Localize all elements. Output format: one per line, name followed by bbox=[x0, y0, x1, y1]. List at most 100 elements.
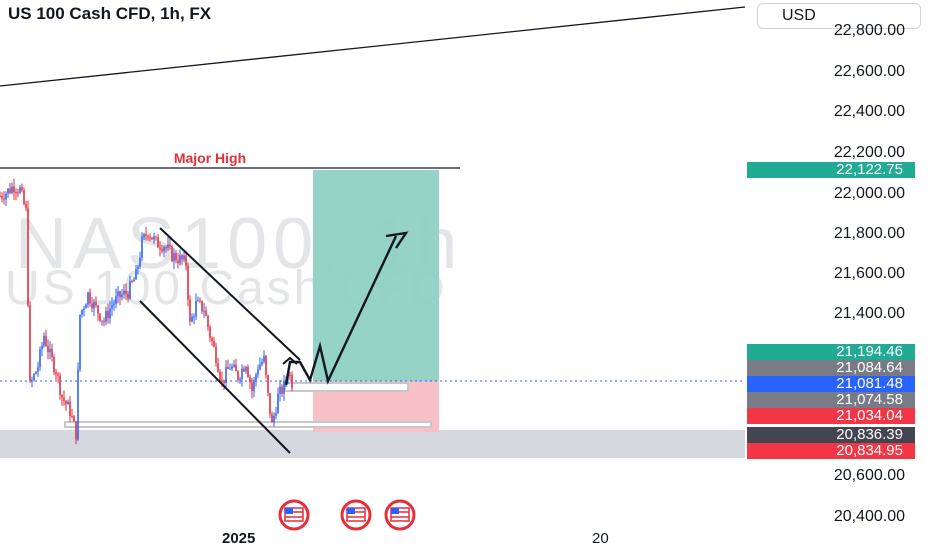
candle-up bbox=[233, 364, 235, 367]
target-price-label: 22,122.75 bbox=[747, 162, 915, 178]
candle-down bbox=[175, 253, 177, 261]
channel-lower-line[interactable] bbox=[139, 300, 291, 454]
candle-up bbox=[257, 369, 259, 375]
candle-up bbox=[121, 294, 123, 298]
candle-up bbox=[195, 300, 197, 317]
candle-down bbox=[131, 281, 133, 283]
candle-up bbox=[83, 308, 85, 310]
candle-down bbox=[55, 372, 57, 375]
y-tick-label: 21,400.00 bbox=[833, 305, 905, 322]
candle-down bbox=[149, 236, 151, 238]
candle-up bbox=[179, 255, 181, 264]
candle-down bbox=[157, 237, 159, 248]
candle-down bbox=[219, 371, 221, 380]
candle-down bbox=[57, 374, 59, 376]
stop-price-label: 20,834.95 bbox=[747, 443, 915, 459]
candle-down bbox=[71, 416, 73, 418]
currency-button[interactable]: USD bbox=[757, 3, 921, 29]
candle-up bbox=[255, 374, 257, 380]
candle-up bbox=[253, 379, 255, 392]
support-price-label: 20,836.39 bbox=[747, 427, 915, 443]
candle-up bbox=[33, 374, 35, 380]
candle-up bbox=[245, 367, 247, 372]
candle-down bbox=[147, 235, 149, 237]
candle-down bbox=[47, 345, 49, 353]
candle-up bbox=[139, 257, 141, 267]
candle-up bbox=[111, 305, 113, 309]
candle-down bbox=[185, 255, 187, 266]
candle-down bbox=[21, 187, 23, 191]
candle-up bbox=[31, 379, 33, 381]
candle-down bbox=[75, 421, 77, 440]
candle-up bbox=[197, 300, 199, 302]
candle-down bbox=[171, 246, 173, 262]
candle-up bbox=[117, 291, 119, 297]
economic-event-icons[interactable] bbox=[278, 499, 416, 531]
candle-down bbox=[211, 337, 213, 342]
candle-down bbox=[213, 341, 215, 347]
candle-down bbox=[151, 237, 153, 240]
candle-down bbox=[13, 186, 15, 193]
candle-down bbox=[17, 192, 19, 194]
candle-down bbox=[53, 356, 55, 373]
candle-down bbox=[209, 326, 211, 338]
candle-down bbox=[217, 362, 219, 372]
candle-down bbox=[63, 397, 65, 401]
candle-down bbox=[221, 379, 223, 381]
candle-down bbox=[189, 299, 191, 322]
candle-up bbox=[143, 234, 145, 238]
candle-down bbox=[223, 379, 225, 384]
candle-up bbox=[129, 281, 131, 299]
candle-up bbox=[85, 304, 87, 309]
candle-up bbox=[41, 345, 43, 350]
y-tick-label: 20,600.00 bbox=[833, 467, 905, 484]
candle-down bbox=[243, 368, 245, 372]
low-price-label: 21,034.04 bbox=[747, 408, 915, 424]
candle-up bbox=[241, 368, 243, 380]
candle-up bbox=[81, 309, 83, 315]
candle-down bbox=[169, 244, 171, 247]
target-zone[interactable] bbox=[313, 170, 439, 381]
candle-up bbox=[141, 237, 143, 258]
trend-line[interactable] bbox=[0, 6, 746, 87]
candle-down bbox=[249, 377, 251, 383]
candle-down bbox=[9, 188, 11, 193]
candle-down bbox=[281, 386, 283, 394]
candle-down bbox=[97, 305, 99, 314]
candle-up bbox=[35, 371, 37, 375]
candle-up bbox=[105, 310, 107, 322]
chart-title: US 100 Cash CFD, 1h, FX bbox=[8, 4, 212, 23]
y-tick-label: 21,600.00 bbox=[833, 265, 905, 282]
candle-down bbox=[187, 265, 189, 300]
candle-down bbox=[27, 208, 29, 306]
projected-path[interactable] bbox=[284, 235, 398, 386]
candle-down bbox=[103, 320, 105, 322]
candle-up bbox=[11, 186, 13, 193]
candle-down bbox=[227, 367, 229, 370]
candle-down bbox=[237, 371, 239, 380]
candle-down bbox=[289, 374, 291, 376]
candle-up bbox=[7, 188, 9, 194]
price-scale[interactable]: USD 22,800.00 22,600.00 22,400.00 22,200… bbox=[745, 0, 932, 550]
candle-down bbox=[161, 249, 163, 252]
candle-down bbox=[199, 300, 201, 302]
candle-down bbox=[61, 394, 63, 398]
support-zone bbox=[0, 430, 745, 458]
candle-down bbox=[89, 292, 91, 304]
candle-down bbox=[269, 393, 271, 415]
candle-down bbox=[247, 367, 249, 378]
candle-up bbox=[163, 247, 165, 252]
candle-down bbox=[15, 192, 17, 194]
candle-up bbox=[225, 367, 227, 384]
candle-up bbox=[93, 301, 95, 309]
channel-upper-line[interactable] bbox=[159, 227, 301, 361]
candle-up bbox=[43, 335, 45, 346]
candle-up bbox=[109, 308, 111, 319]
candle-up bbox=[167, 244, 169, 248]
y-tick-label: 21,800.00 bbox=[833, 225, 905, 242]
candle-down bbox=[127, 294, 129, 299]
candle-up bbox=[259, 364, 261, 370]
candlestick-series bbox=[0, 178, 293, 445]
y-tick-label: 22,600.00 bbox=[833, 63, 905, 80]
